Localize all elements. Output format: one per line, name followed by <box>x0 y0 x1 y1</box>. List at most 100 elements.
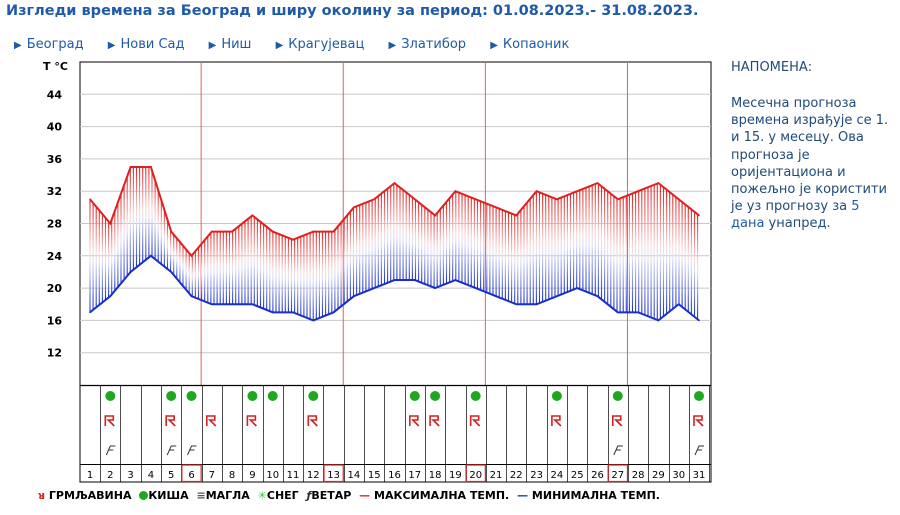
min-point-day-8 <box>231 303 233 306</box>
day-number-27: 27 <box>611 470 624 481</box>
min-point-day-22 <box>515 303 518 306</box>
min-point-day-10 <box>271 311 274 314</box>
max-point-day-19 <box>454 190 457 192</box>
y-tick-label: 16 <box>47 314 63 327</box>
thunder-icon-day-18 <box>429 415 440 427</box>
city-link-nis[interactable]: ▶ Ниш <box>208 37 252 52</box>
note-highlight: 5 дана <box>731 199 860 232</box>
day-number-14: 14 <box>348 470 361 481</box>
arrow-right-icon: ▶ <box>490 40 498 51</box>
max-line-icon: — <box>359 489 371 502</box>
legend-wind: ƒВЕТАР <box>306 489 352 502</box>
max-point-day-6 <box>190 255 193 257</box>
min-point-day-18 <box>434 287 436 289</box>
arrow-right-icon: ▶ <box>388 40 397 51</box>
city-link-kopaonik[interactable]: ▶ Копаоник <box>490 37 570 52</box>
rain-icon <box>139 491 149 500</box>
rain-icon-day-27 <box>612 391 623 401</box>
rain-icon-day-5 <box>166 391 177 401</box>
max-point-day-26 <box>596 182 599 184</box>
max-point-day-20 <box>474 198 477 201</box>
rain-icon-day-6 <box>186 391 197 401</box>
min-point-day-30 <box>677 303 680 306</box>
day-number-3: 3 <box>127 470 133 481</box>
max-point-day-15 <box>373 198 376 201</box>
day-number-31: 31 <box>693 470 706 481</box>
wind-icon: ƒ <box>306 489 312 502</box>
max-point-day-22 <box>515 214 518 217</box>
highlighted-day-box <box>607 464 629 483</box>
city-link-kragujevac[interactable]: ▶ Крагујевац <box>275 37 365 52</box>
legend-thunder: ᴚ ГРМЉАВИНА <box>38 489 132 502</box>
min-point-day-28 <box>637 311 639 314</box>
min-point-day-15 <box>373 287 376 289</box>
day-number-4: 4 <box>148 470 154 481</box>
min-point-day-5 <box>170 271 172 273</box>
min-point-day-16 <box>393 279 396 281</box>
legend: ᴚ ГРМЉАВИНА КИША ≡МАГЛА ✳СНЕГ ƒВЕТАР — М… <box>38 489 664 502</box>
max-point-day-25 <box>576 190 578 192</box>
day-number-21: 21 <box>490 470 503 481</box>
rain-icon-day-18 <box>430 391 441 401</box>
day-number-2: 2 <box>107 470 113 481</box>
min-point-day-6 <box>190 295 193 297</box>
y-tick-label: 28 <box>47 218 62 231</box>
max-point-day-23 <box>535 190 538 192</box>
rain-icon-day-31 <box>694 391 704 401</box>
day-number-25: 25 <box>571 470 584 481</box>
wind-icon-day-2 <box>105 445 116 456</box>
chart-frame <box>79 61 712 483</box>
rain-icon-day-9 <box>247 391 258 401</box>
min-point-day-24 <box>556 295 558 297</box>
max-point-day-28 <box>637 190 639 192</box>
thunder-icon-day-2 <box>104 415 115 427</box>
y-tick-label: 20 <box>47 282 63 295</box>
max-point-day-5 <box>170 230 172 233</box>
rain-icon-day-10 <box>267 391 278 401</box>
day-number-12: 12 <box>307 470 320 481</box>
thunder-icon-day-31 <box>693 415 704 427</box>
min-point-day-2 <box>109 295 112 297</box>
max-point-day-13 <box>332 230 335 233</box>
rain-icon-day-12 <box>308 391 319 401</box>
city-link-beograd[interactable]: ▶ Београд <box>14 37 84 52</box>
y-axis-label: T °C <box>43 60 68 73</box>
y-tick-label: 40 <box>47 121 63 134</box>
city-link-zlatibor[interactable]: ▶ Златибор <box>388 37 467 52</box>
fog-icon: ≡ <box>196 489 206 502</box>
day-number-28: 28 <box>632 470 645 481</box>
max-point-day-4 <box>150 166 152 168</box>
city-link-novi-sad[interactable]: ▶ Нови Сад <box>107 37 185 52</box>
max-point-day-11 <box>292 238 294 241</box>
highlighted-day-box <box>465 464 486 483</box>
arrow-right-icon: ▶ <box>208 40 217 51</box>
day-number-8: 8 <box>229 470 235 481</box>
max-point-day-17 <box>414 198 416 201</box>
max-point-day-2 <box>109 222 112 225</box>
max-point-day-9 <box>251 214 254 217</box>
min-point-day-12 <box>312 319 315 322</box>
day-number-15: 15 <box>368 470 381 481</box>
thunder-icon-day-12 <box>307 415 318 427</box>
city-nav: ▶ Београд ▶ Нови Сад ▶ Ниш ▶ Крагујевац ▶ Зла… <box>14 37 589 52</box>
max-point-day-1 <box>89 198 91 201</box>
day-number-20: 20 <box>469 470 482 481</box>
min-point-day-21 <box>495 295 497 297</box>
min-point-day-29 <box>657 319 660 322</box>
legend-max: — МАКСИМАЛНА ТЕМП. <box>359 489 510 502</box>
day-number-26: 26 <box>591 470 604 481</box>
min-point-day-26 <box>596 295 599 297</box>
min-point-day-25 <box>576 287 578 289</box>
thunder-icon-day-7 <box>206 415 217 427</box>
min-point-day-1 <box>89 311 91 314</box>
day-number-17: 17 <box>408 470 421 481</box>
thunder-icon-day-5 <box>165 415 176 427</box>
max-point-day-8 <box>231 230 233 233</box>
thunder-icon: ᴚ <box>38 489 46 502</box>
snow-icon: ✳ <box>257 489 267 502</box>
day-number-13: 13 <box>327 470 340 481</box>
day-number-16: 16 <box>388 470 401 481</box>
arrow-right-icon: ▶ <box>275 40 284 51</box>
rain-icon-day-20 <box>470 391 481 401</box>
